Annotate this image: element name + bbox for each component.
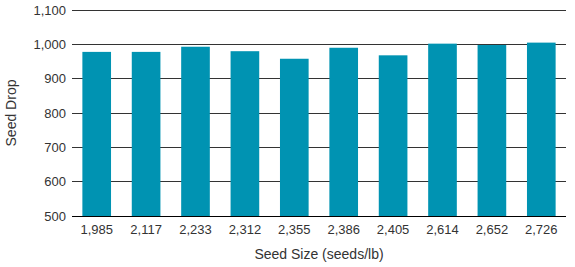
bar	[478, 45, 507, 216]
bar	[329, 48, 358, 216]
x-tick-label: 2,312	[229, 222, 262, 237]
x-tick-label: 1,985	[80, 222, 113, 237]
x-tick-labels: 1,985 2,117 2,233 2,312 2,355 2,386 2,405 2,614…	[80, 222, 557, 237]
x-tick-label: 2,405	[377, 222, 410, 237]
y-tick-labels: 500 600 700 800 900 1,000 1,100	[33, 3, 66, 224]
x-axis-title: Seed Size (seeds/lb)	[254, 246, 383, 262]
grid-line	[72, 44, 566, 45]
y-tick-label: 500	[44, 209, 66, 224]
x-tick-label: 2,386	[327, 222, 360, 237]
bar	[428, 44, 457, 216]
chart-svg: 500 600 700 800 900 1,000 1,100 1,985 2,117 2,233…	[0, 0, 575, 267]
bars	[82, 43, 555, 216]
grid-line	[72, 10, 566, 11]
x-tick-label: 2,614	[426, 222, 459, 237]
bar	[280, 59, 309, 216]
y-tick-label: 900	[44, 71, 66, 86]
y-tick-label: 1,100	[33, 3, 66, 18]
chart-container: 500 600 700 800 900 1,000 1,100 1,985 2,117 2,233…	[0, 0, 575, 267]
x-tick-label: 2,233	[179, 222, 212, 237]
bar	[379, 55, 408, 216]
bar	[527, 43, 556, 216]
grid	[72, 10, 566, 216]
y-axis-title: Seed Drop	[3, 79, 19, 146]
x-tick-label: 2,355	[278, 222, 311, 237]
x-tick-label: 2,117	[130, 222, 162, 237]
y-tick-label: 800	[44, 106, 66, 121]
y-tick-label: 700	[44, 140, 66, 155]
y-tick-label: 600	[44, 174, 66, 189]
x-tick-label: 2,652	[476, 222, 509, 237]
bar	[231, 51, 260, 216]
bar	[82, 52, 111, 216]
bar	[132, 52, 161, 216]
bar	[181, 47, 210, 216]
y-tick-label: 1,000	[33, 37, 66, 52]
x-tick-label: 2,726	[525, 222, 558, 237]
